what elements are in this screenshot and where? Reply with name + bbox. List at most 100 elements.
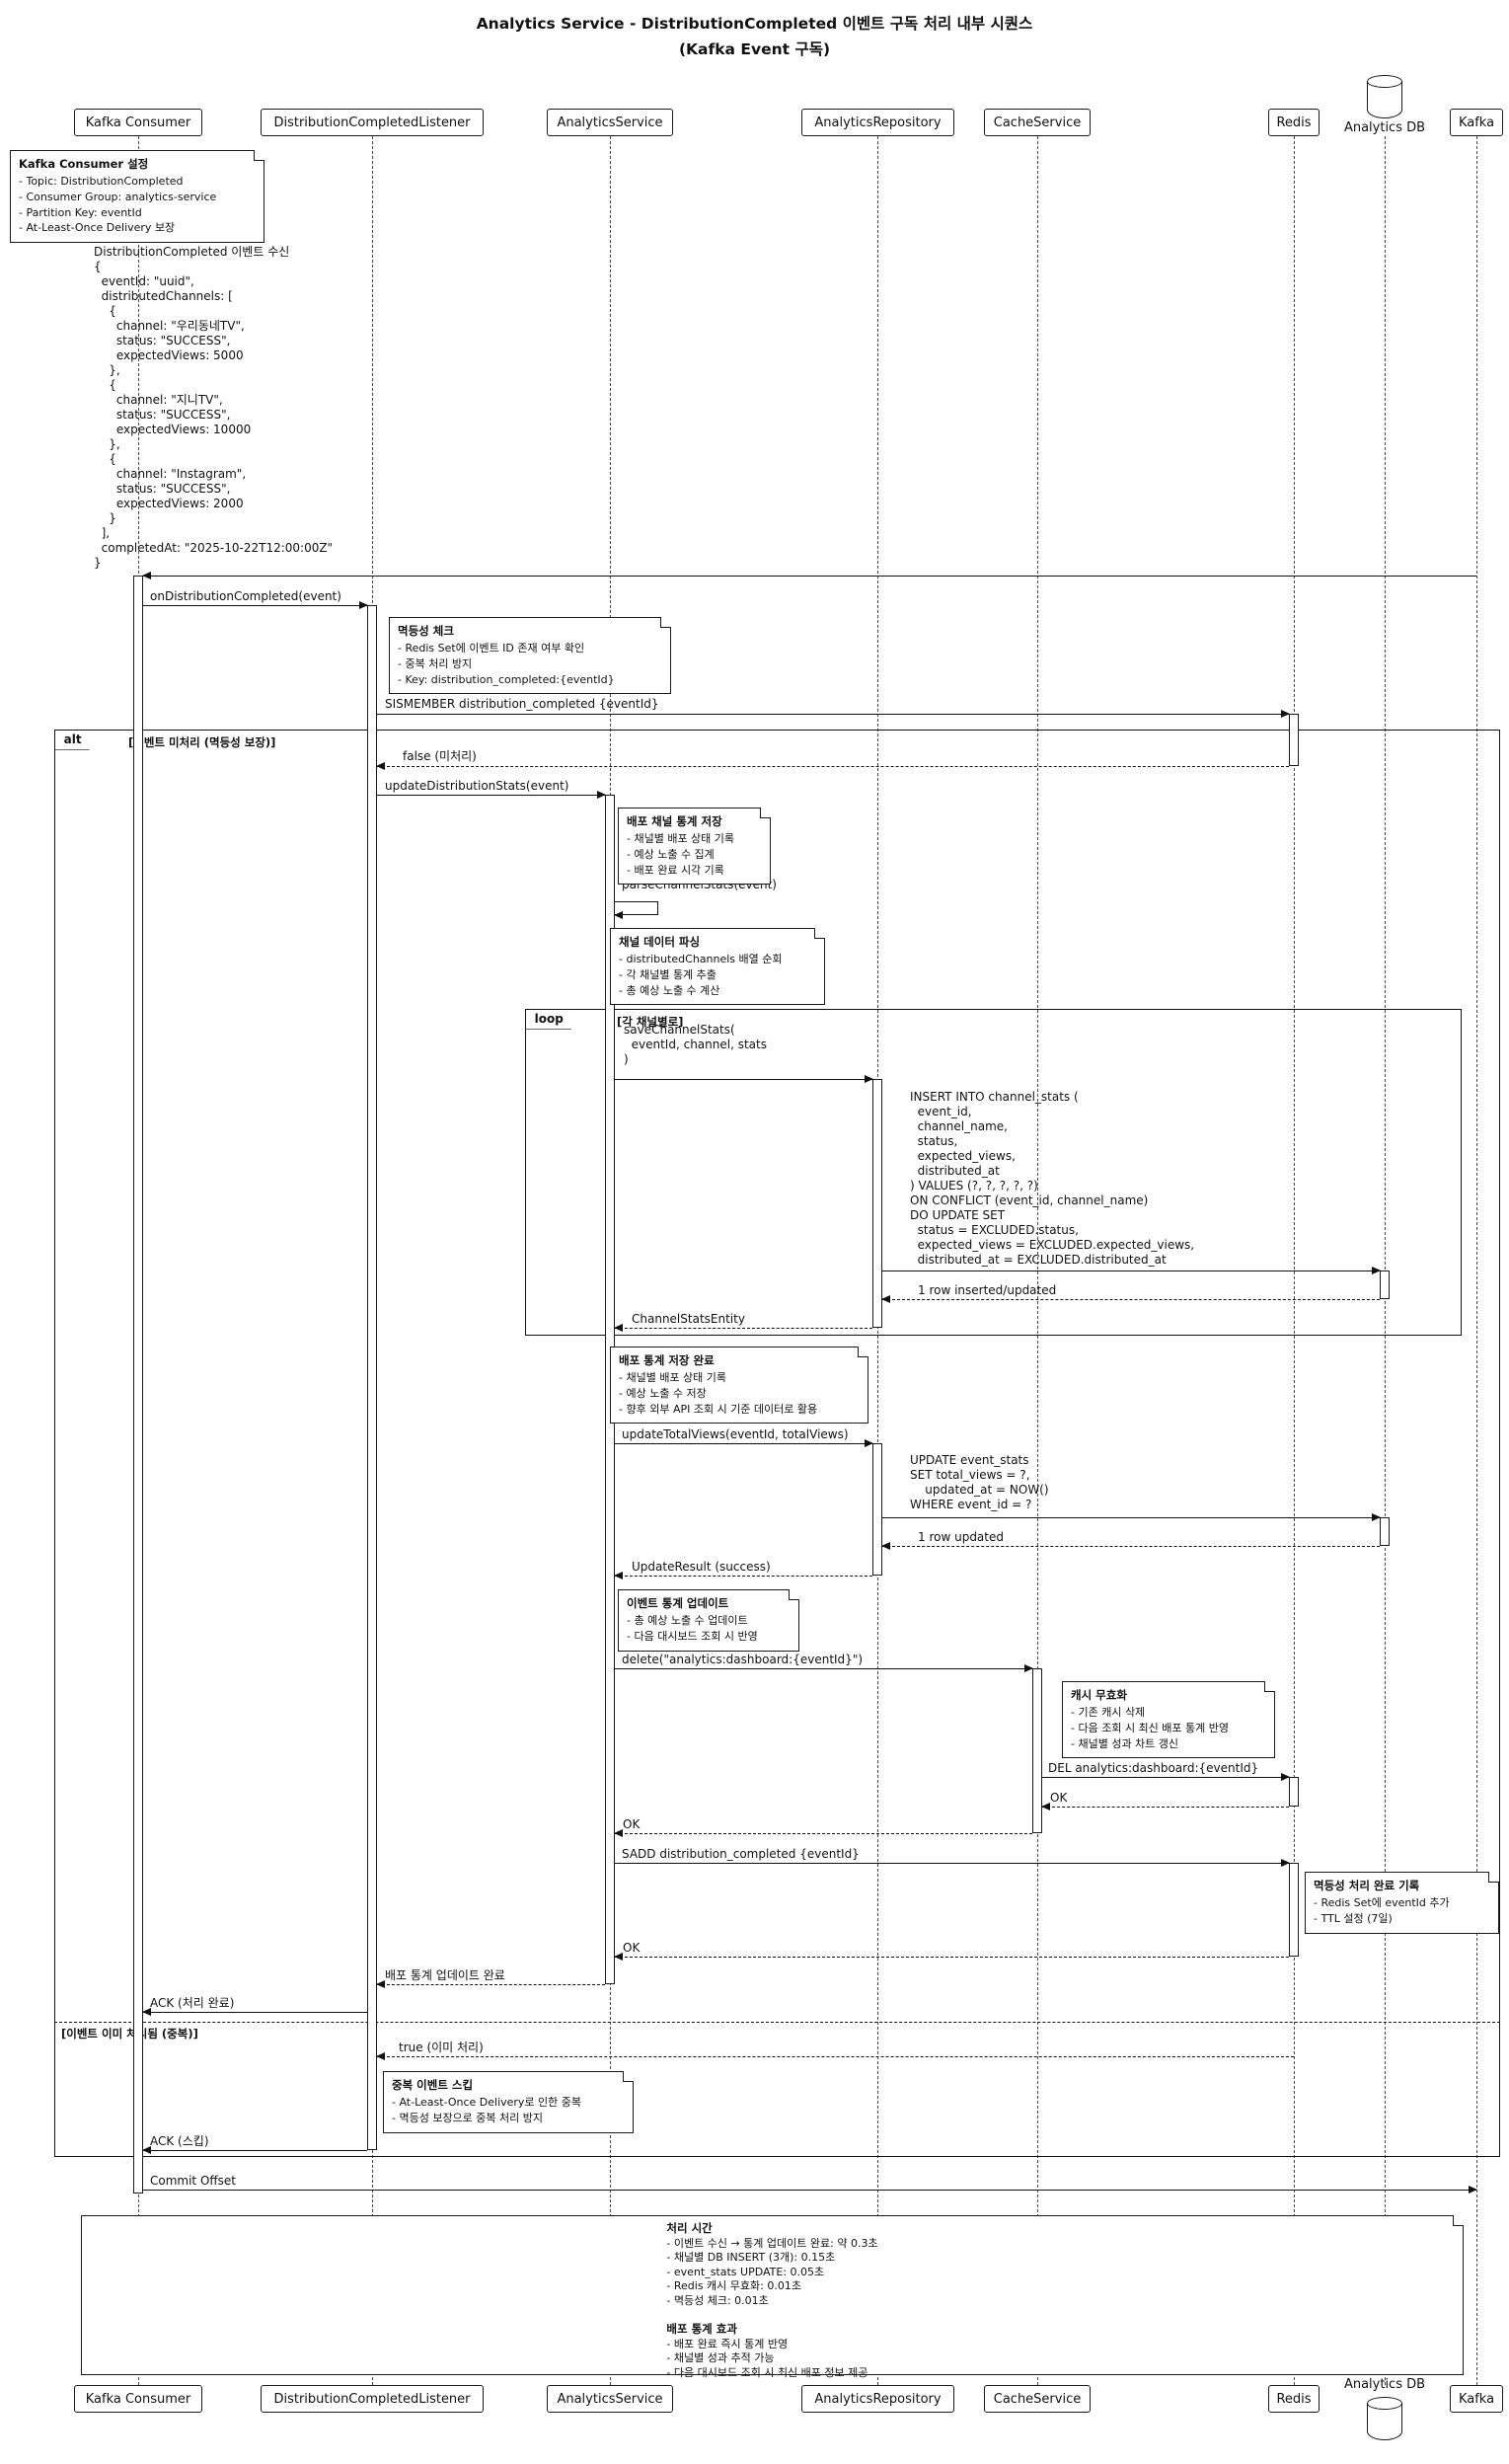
diagram-title-line1: Analytics Service - DistributionComplete…	[476, 15, 1033, 33]
message-channel-stats-entity-line	[614, 1323, 872, 1332]
message-ack-skip-label: ACK (스킵)	[150, 2134, 209, 2148]
note-channel-parse-title: 채널 데이터 파싱	[619, 935, 701, 949]
message-update-distribution-stats-line	[377, 790, 606, 799]
activation-analytics-db-2	[1380, 1517, 1390, 1546]
message-row-inserted-line	[881, 1294, 1380, 1303]
loop-guard: [각 채널별로]	[617, 1015, 684, 1029]
message-update-total-views-line	[615, 1438, 873, 1447]
note-cache-invalidation-title: 캐시 무효화	[1071, 1688, 1127, 1702]
message-sadd-line	[615, 1858, 1290, 1867]
activation-listener	[367, 605, 377, 2150]
participant-top-analytics-service: AnalyticsService	[547, 109, 673, 136]
message-redis-del-label: DEL analytics:dashboard:{eventId}	[1048, 1761, 1259, 1775]
note-idempotency-check: 멱등성 체크 - Redis Set에 이벤트 ID 존재 여부 확인 - 중복…	[389, 617, 671, 695]
activation-cache-service	[1032, 1668, 1042, 1833]
message-true-processed-line	[376, 2051, 1294, 2060]
alt-guard-else: [이벤트 이미 처리됨 (중복)]	[61, 2027, 198, 2040]
note-stats-saved-body: - 채널별 배포 상태 기록 - 예상 노출 수 저장 - 향후 외부 API …	[619, 1370, 818, 1416]
lifeline-redis	[1294, 136, 1295, 2385]
note-idempotency-record-body: - Redis Set에 eventId 추가 - TTL 설정 (7일)	[1314, 1895, 1450, 1925]
note-summary-body1: - 이벤트 수신 → 통계 업데이트 완료: 약 0.3초 - 채널별 DB I…	[666, 2236, 878, 2307]
message-row-updated-label: 1 row updated	[918, 1530, 1004, 1544]
message-ok-cache-service-line	[614, 1828, 1032, 1837]
message-commit-offset-line	[143, 2185, 1477, 2194]
note-idempotency-record: 멱등성 처리 완료 기록 - Redis Set에 eventId 추가 - T…	[1305, 1872, 1499, 1934]
diagram-title-line2: (Kafka Event 구독)	[678, 40, 831, 58]
loop-frame: loop	[525, 1009, 1462, 1336]
message-sql-update-label: UPDATE event_stats SET total_views = ?, …	[910, 1453, 1049, 1511]
note-event-stats-updated-body: - 총 예상 노출 수 업데이트 - 다음 대시보드 조회 시 반영	[627, 1613, 758, 1643]
participant-bottom-cache-service: CacheService	[984, 2385, 1091, 2413]
note-channel-stats-store-body: - 채널별 배포 상태 기록 - 예상 노출 수 집계 - 배포 완료 시각 기…	[627, 831, 735, 877]
participant-bottom-redis: Redis	[1268, 2385, 1320, 2413]
activation-repository-2	[872, 1443, 882, 1576]
note-idempotency-record-title: 멱등성 처리 완료 기록	[1314, 1879, 1420, 1892]
message-ok-redis-service-line	[614, 1952, 1289, 1961]
participant-bottom-analytics-service: AnalyticsService	[547, 2385, 673, 2413]
message-row-inserted-label: 1 row inserted/updated	[918, 1283, 1057, 1297]
message-sismember-line	[377, 709, 1290, 718]
activation-redis-1	[1289, 714, 1299, 766]
message-cache-delete-label: delete("analytics:dashboard:{eventId}")	[622, 1653, 864, 1666]
alt-frame-label: alt	[54, 730, 103, 750]
message-sql-update-line	[882, 1512, 1381, 1521]
message-stats-update-done-line	[376, 1979, 605, 1988]
message-ok-redis-cache-line	[1041, 1802, 1289, 1810]
note-idempotency-check-body: - Redis Set에 이벤트 ID 존재 여부 확인 - 중복 처리 방지 …	[398, 641, 615, 686]
message-event-received-label: DistributionCompleted 이벤트 수신 { eventId: …	[94, 245, 334, 570]
note-event-stats-updated: 이벤트 통계 업데이트 - 총 예상 노출 수 업데이트 - 다음 대시보드 조…	[618, 1589, 799, 1652]
note-duplicate-skip: 중복 이벤트 스킵 - At-Least-Once Delivery로 인한 중…	[383, 2071, 634, 2133]
message-update-result-line	[614, 1571, 872, 1579]
note-channel-stats-store-title: 배포 채널 통계 저장	[627, 814, 722, 828]
participant-top-listener: DistributionCompletedListener	[261, 109, 484, 136]
message-ok-redis-service-label: OK	[623, 1941, 641, 1955]
alt-else-divider	[54, 2022, 1500, 2023]
activation-repository-1	[872, 1079, 882, 1328]
message-ack-done-line	[142, 2007, 367, 2016]
message-on-distribution-completed-label: onDistributionCompleted(event)	[150, 589, 341, 603]
message-event-received-line	[142, 571, 1476, 579]
participant-bottom-analytics-repository: AnalyticsRepository	[801, 2385, 954, 2413]
participant-top-kafka: Kafka	[1450, 109, 1503, 136]
activation-kafka-consumer	[133, 576, 143, 2194]
note-stats-saved: 배포 통계 저장 완료 - 채널별 배포 상태 기록 - 예상 노출 수 저장 …	[610, 1347, 868, 1424]
note-event-stats-updated-title: 이벤트 통계 업데이트	[627, 1596, 729, 1610]
note-channel-parse: 채널 데이터 파싱 - distributedChannels 배열 순회 - …	[610, 928, 825, 1006]
message-update-result-label: UpdateResult (success)	[632, 1560, 771, 1574]
note-summary-body2: - 배포 완료 즉시 통계 반영 - 채널별 성과 추적 가능 - 다음 대시보…	[666, 2337, 868, 2379]
message-sql-insert-label: INSERT INTO channel_stats ( event_id, ch…	[910, 1090, 1195, 1267]
note-consumer-config-title: Kafka Consumer 설정	[19, 157, 149, 171]
note-consumer-config-body: - Topic: DistributionCompleted - Consume…	[19, 174, 217, 235]
message-update-total-views-label: updateTotalViews(eventId, totalViews)	[622, 1427, 849, 1441]
participant-top-kafka-consumer: Kafka Consumer	[74, 109, 202, 136]
note-idempotency-check-title: 멱등성 체크	[398, 624, 454, 638]
note-consumer-config: Kafka Consumer 설정 - Topic: DistributionC…	[10, 150, 264, 244]
note-cache-invalidation: 캐시 무효화 - 기존 캐시 삭제 - 다음 조회 시 최신 배포 통계 반영 …	[1062, 1681, 1275, 1759]
participant-top-redis: Redis	[1268, 109, 1320, 136]
alt-frame: alt	[54, 730, 1500, 2157]
message-ok-redis-cache-label: OK	[1050, 1791, 1068, 1805]
message-ack-skip-line	[142, 2145, 367, 2154]
note-summary-title1: 처리 시간	[666, 2221, 713, 2235]
activation-redis-3	[1289, 1863, 1299, 1957]
message-true-processed-label: true (이미 처리)	[399, 2040, 484, 2054]
message-sql-insert-line	[882, 1266, 1381, 1274]
activation-redis-2	[1289, 1777, 1299, 1807]
message-redis-del-line	[1042, 1772, 1290, 1781]
note-duplicate-skip-body: - At-Least-Once Delivery로 인한 중복 - 멱등성 보장…	[392, 2095, 582, 2124]
participant-top-analytics-repository: AnalyticsRepository	[801, 109, 954, 136]
participant-top-analytics-db: Analytics DB	[1343, 120, 1426, 135]
message-parse-channel-stats-self-arrow	[614, 901, 658, 920]
lifeline-kafka	[1476, 136, 1477, 2385]
participant-bottom-analytics-db: Analytics DB	[1343, 2377, 1426, 2392]
note-channel-stats-store: 배포 채널 통계 저장 - 채널별 배포 상태 기록 - 예상 노출 수 집계 …	[618, 808, 771, 886]
loop-frame-label: loop	[525, 1009, 584, 1030]
message-ok-cache-service-label: OK	[623, 1817, 641, 1831]
alt-guard-main: [이벤트 미처리 (멱등성 보장)]	[128, 735, 276, 749]
message-commit-offset-label: Commit Offset	[150, 2174, 237, 2188]
note-duplicate-skip-title: 중복 이벤트 스킵	[392, 2078, 474, 2092]
participant-bottom-kafka-consumer: Kafka Consumer	[74, 2385, 202, 2413]
message-on-distribution-completed-line	[143, 600, 368, 609]
database-icon-top	[1367, 75, 1402, 120]
